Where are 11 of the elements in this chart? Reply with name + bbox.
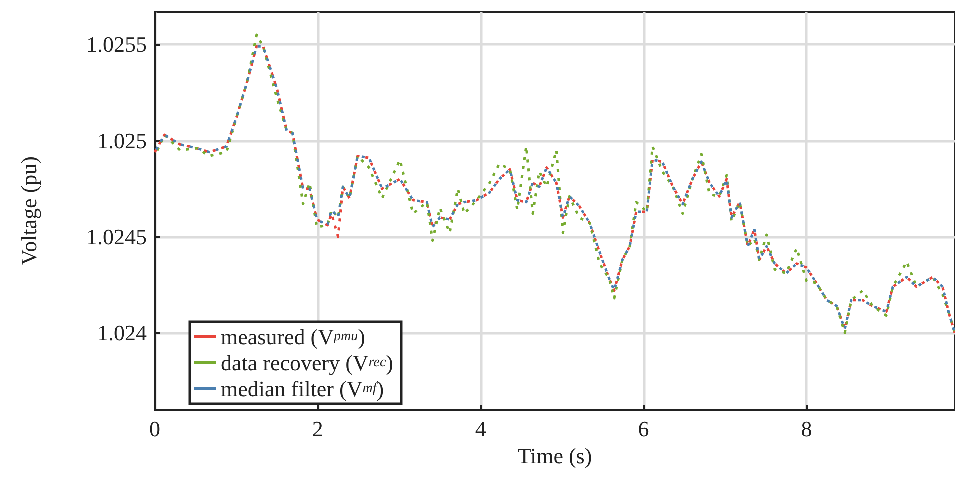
y-tick-label: 1.0255 bbox=[86, 32, 147, 58]
x-tick-label: 0 bbox=[150, 416, 160, 442]
x-axis-title: Time (s) bbox=[518, 443, 592, 468]
y-tick-label: 1.025 bbox=[98, 128, 147, 154]
x-tick-label: 4 bbox=[475, 416, 486, 442]
x-tick-label: 2 bbox=[312, 416, 324, 442]
y-tick-label: 1.0245 bbox=[86, 224, 147, 250]
x-tick-label: 8 bbox=[801, 416, 812, 442]
y-tick-label: 1.024 bbox=[98, 320, 147, 346]
x-tick-label: 6 bbox=[638, 416, 650, 442]
y-axis-title: Voltage (pu) bbox=[16, 156, 42, 266]
